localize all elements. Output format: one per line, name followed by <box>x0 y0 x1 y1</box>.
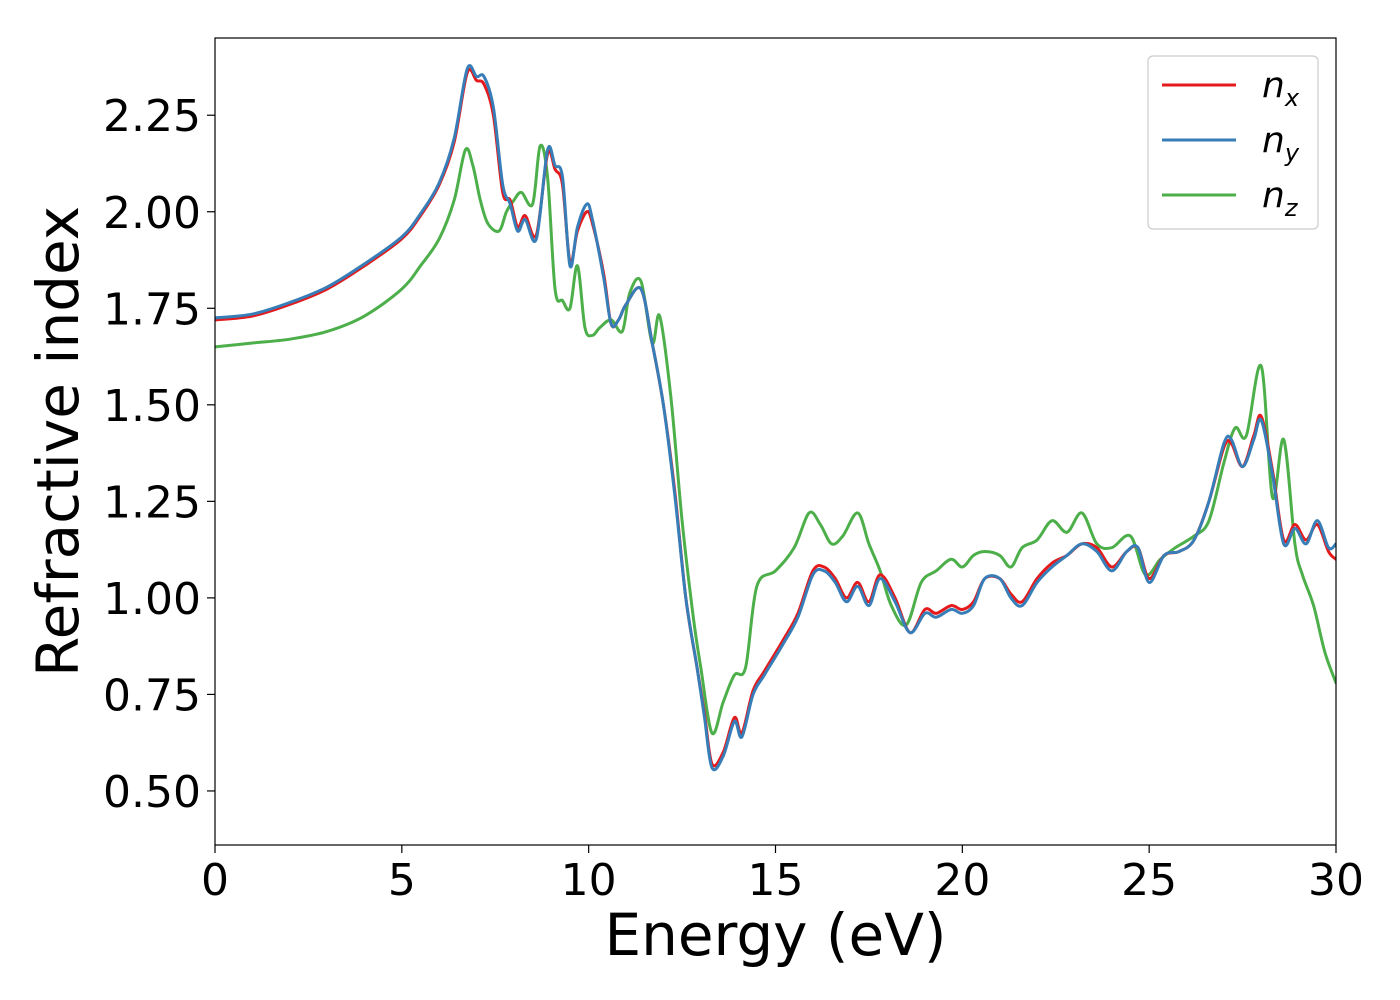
y-tick-label: 1.00 <box>103 574 201 625</box>
legend-label-x: nx <box>1262 65 1300 112</box>
legend: nx ny nz <box>1147 55 1319 230</box>
x-axis-ticks: 0 5 10 15 20 25 30 <box>201 845 1364 906</box>
x-tick-label: 30 <box>1308 855 1364 906</box>
series-line-z <box>215 143 1336 736</box>
x-axis-label: Energy (eV) <box>604 901 946 969</box>
legend-box <box>1147 55 1319 230</box>
legend-label-z: nz <box>1262 175 1299 222</box>
y-tick-label: 1.50 <box>103 381 201 432</box>
y-axis-ticks: 0.50 0.75 1.00 1.25 1.50 1.75 2.00 2.25 <box>103 91 215 818</box>
legend-label-y: ny <box>1262 120 1300 167</box>
y-tick-label: 0.50 <box>103 767 201 818</box>
x-tick-label: 10 <box>561 855 617 906</box>
y-tick-label: 2.00 <box>103 188 201 239</box>
x-tick-label: 0 <box>201 855 229 906</box>
y-axis-label: Refractive index <box>24 206 92 677</box>
y-tick-label: 1.75 <box>103 284 201 335</box>
x-tick-label: 5 <box>388 855 416 906</box>
series-line-y <box>215 64 1336 772</box>
y-tick-label: 0.75 <box>103 670 201 721</box>
x-tick-label: 25 <box>1121 855 1177 906</box>
x-tick-label: 15 <box>748 855 804 906</box>
x-tick-label: 20 <box>934 855 990 906</box>
series-layer <box>215 64 1336 772</box>
y-tick-label: 1.25 <box>103 477 201 528</box>
y-tick-label: 2.25 <box>103 91 201 142</box>
